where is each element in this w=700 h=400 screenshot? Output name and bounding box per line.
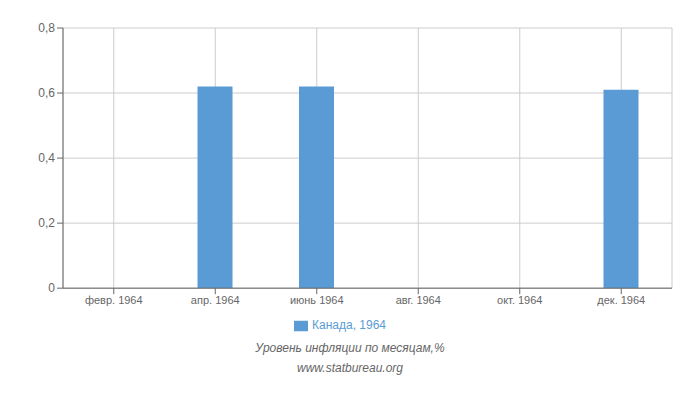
svg-text:июнь 1964: июнь 1964	[290, 294, 344, 306]
svg-text:0,4: 0,4	[38, 151, 55, 165]
svg-text:0,6: 0,6	[38, 86, 55, 100]
svg-text:0,2: 0,2	[38, 216, 55, 230]
html-text:Канада, 1964: Канада, 1964	[312, 318, 386, 333]
html-text:Уровень инфляции по месяцам,%: Уровень инфляции по месяцам,%	[255, 341, 445, 355]
svg-text:окт. 1964: окт. 1964	[497, 294, 542, 306]
svg-text:авг. 1964: авг. 1964	[396, 294, 441, 306]
svg-text:апр. 1964: апр. 1964	[191, 294, 240, 306]
svg-text:0,8: 0,8	[38, 21, 55, 35]
svg-text:0: 0	[48, 281, 55, 295]
svg-text:дек. 1964: дек. 1964	[597, 294, 645, 306]
html-text:www.statbureau.org: www.statbureau.org	[297, 361, 403, 375]
svg-text:февр. 1964: февр. 1964	[85, 294, 143, 306]
